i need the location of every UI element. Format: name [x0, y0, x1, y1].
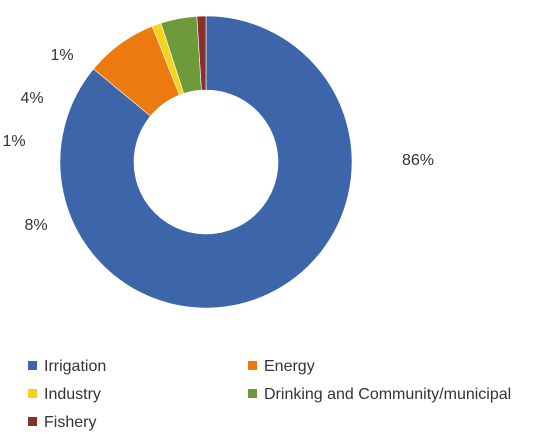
legend-item-drinking: Drinking and Community/municipal — [248, 385, 511, 405]
legend-label-industry: Industry — [44, 386, 101, 403]
value-label-fishery: 1% — [50, 47, 73, 64]
value-label-irrigation: 86% — [402, 152, 434, 169]
legend-swatch-drinking — [248, 389, 257, 398]
legend-swatch-fishery — [28, 417, 37, 426]
legend-label-fishery: Fishery — [44, 414, 97, 431]
legend-item-irrigation: Irrigation — [28, 357, 106, 377]
legend-item-fishery: Fishery — [28, 413, 96, 433]
legend-swatch-irrigation — [28, 361, 37, 370]
legend-label-energy: Energy — [264, 358, 315, 375]
value-label-energy: 8% — [24, 217, 47, 234]
legend-item-industry: Industry — [28, 385, 101, 405]
legend-label-irrigation: Irrigation — [44, 358, 107, 375]
slice-irrigation — [59, 15, 353, 309]
legend-item-energy: Energy — [248, 357, 315, 377]
value-label-drinking: 4% — [20, 90, 43, 107]
value-label-industry: 1% — [2, 133, 25, 150]
donut-chart: 86% 8% 1% 4% 1% — [2, 15, 434, 309]
slice-fishery — [196, 15, 207, 91]
legend-swatch-industry — [28, 389, 37, 398]
legend-label-drinking: Drinking and Community/municipal — [264, 386, 512, 403]
legend-swatch-energy — [248, 361, 257, 370]
